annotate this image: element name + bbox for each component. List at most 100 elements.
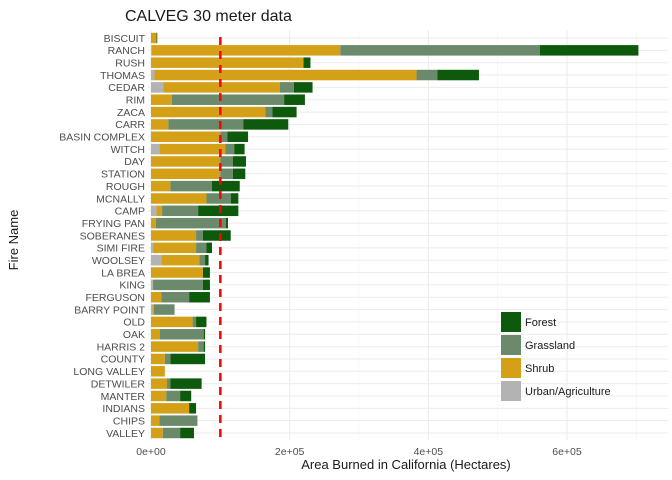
y-tick-label: CARR (115, 119, 145, 131)
bar-thomas-grassland (416, 69, 438, 81)
bar-biscuit-forest (156, 32, 158, 44)
bar-indians-forest (189, 403, 197, 414)
bar-thomas-shrub (154, 69, 417, 81)
bar-basin-complex-grassland (220, 131, 228, 142)
bar-carr-grassland (168, 119, 244, 130)
bar-detwiler-forest (170, 378, 202, 389)
x-tick-label: 2e+05 (275, 446, 305, 458)
bar-old-shrub (151, 316, 193, 328)
bar-cedar-forest (293, 82, 313, 93)
bar-zaca-shrub (151, 106, 266, 118)
y-tick-label: THOMAS (100, 70, 145, 82)
bar-woolsey-forest (205, 254, 209, 266)
bar-ranch-forest (539, 45, 639, 56)
y-tick-label: DETWILER (91, 378, 146, 390)
bar-detwiler-shrub (151, 378, 167, 389)
bar-witch-shrub (159, 143, 226, 155)
bar-thomas-urban-agriculture (151, 69, 155, 81)
y-tick-label: KING (119, 280, 145, 292)
legend-key-grassland (501, 335, 521, 355)
bar-soberanes-grassland (196, 230, 203, 241)
bar-thomas-forest (437, 69, 479, 81)
bar-camp-shrub (156, 205, 163, 217)
y-axis-title: Fire Name (6, 210, 21, 271)
bar-la-brea-shrub (151, 267, 203, 278)
bar-mcnally-grassland (206, 193, 231, 204)
y-tick-label: LONG VALLEY (73, 366, 145, 378)
bar-station-shrub (151, 168, 221, 180)
y-tick-labels: BISCUITRANCHRUSHTHOMASCEDARRIMZACACARRBA… (59, 33, 145, 440)
bar-soberanes-shrub (151, 230, 197, 241)
y-tick-label: SIMI FIRE (97, 243, 145, 255)
bar-rough-grassland (170, 180, 213, 192)
y-tick-label: FRYING PAN (82, 218, 145, 230)
bar-valley-grassland (162, 427, 181, 439)
bar-simi-fire-shrub (153, 242, 197, 254)
bar-simi-fire-grassland (196, 242, 207, 254)
bar-soberanes-forest (203, 230, 231, 241)
bar-barry-point-urban-agriculture (151, 304, 153, 315)
legend-key-shrub (501, 358, 521, 378)
y-tick-label: RUSH (115, 57, 145, 69)
y-tick-label: CAMP (115, 206, 145, 218)
bar-cedar-shrub (163, 82, 280, 93)
y-tick-label: CEDAR (108, 82, 145, 94)
bar-day-grassland (220, 156, 233, 167)
bar-barry-point-shrub (152, 304, 154, 315)
bar-rough-shrub (151, 180, 171, 192)
y-tick-label: BARRY POINT (74, 304, 145, 316)
y-tick-label: COUNTY (101, 354, 145, 366)
bar-oak-shrub (151, 329, 161, 340)
bar-county-forest (170, 353, 206, 365)
bar-witch-forest (234, 143, 245, 155)
y-tick-label: BISCUIT (104, 33, 146, 45)
bar-king-urban-agriculture (151, 279, 154, 291)
bar-harris-2-forest (203, 341, 206, 352)
bar-ferguson-shrub (151, 291, 162, 303)
bar-detwiler-grassland (166, 378, 171, 389)
y-tick-label: WITCH (111, 144, 145, 156)
bar-la-brea-forest (203, 267, 210, 278)
bar-frying-pan-grassland (155, 217, 226, 229)
bar-harris-2-grassland (198, 341, 204, 352)
y-tick-label: MANTER (101, 391, 146, 403)
bar-valley-forest (180, 427, 194, 439)
bar-oak-forest (203, 329, 206, 340)
bar-manter-grassland (166, 390, 181, 402)
bar-county-grassland (164, 353, 171, 365)
legend-label: Urban/Agriculture (525, 386, 611, 398)
x-tick-labels: 0e+00 2e+05 4e+05 6e+05 (136, 446, 582, 458)
bar-ferguson-forest (189, 291, 210, 303)
y-tick-label: ZACA (117, 107, 145, 119)
chart-title: CALVEG 30 meter data (125, 8, 292, 25)
bar-rush-shrub (151, 57, 304, 68)
bar-woolsey-grassland (199, 254, 206, 266)
bar-biscuit-shrub (151, 32, 157, 44)
y-tick-label: RIM (126, 95, 145, 107)
legend-label: Shrub (525, 363, 554, 375)
y-tick-label: ROUGH (106, 181, 145, 193)
bar-long-valley-shrub (151, 366, 165, 377)
y-tick-label: OAK (123, 329, 145, 341)
legend: Forest Grassland Shrub Urban/Agriculture (501, 312, 611, 401)
bar-carr-shrub (151, 119, 169, 130)
bar-chips-grassland (159, 415, 198, 426)
bar-barry-point-grassland (153, 304, 175, 315)
y-tick-label: FERGUSON (85, 292, 145, 304)
bar-manter-shrub (151, 390, 167, 402)
bar-valley-shrub (151, 427, 163, 439)
y-tick-label: VALLEY (106, 428, 145, 440)
bar-oak-grassland (160, 329, 204, 340)
bar-basin-complex-shrub (151, 131, 221, 142)
bar-simi-fire-forest (206, 242, 213, 254)
bar-station-grassland (220, 168, 233, 180)
y-tick-label: LA BREA (101, 267, 145, 279)
bar-rush-forest (303, 57, 311, 68)
bar-frying-pan-forest (225, 217, 228, 229)
bar-mcnally-forest (230, 193, 239, 204)
bar-old-forest (196, 316, 207, 328)
legend-key-forest (501, 312, 521, 332)
bar-mcnally-shrub (151, 193, 207, 204)
y-tick-label: CHIPS (113, 415, 145, 427)
